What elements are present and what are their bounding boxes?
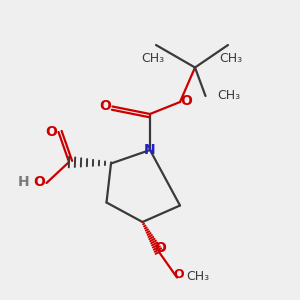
Text: O: O [181, 94, 193, 108]
Text: CH₃: CH₃ [219, 52, 243, 65]
Text: CH₃: CH₃ [218, 89, 241, 102]
Text: CH₃: CH₃ [186, 269, 209, 283]
Text: H: H [18, 175, 30, 189]
Text: O: O [154, 241, 166, 254]
Text: O: O [33, 175, 45, 189]
Text: O: O [45, 125, 57, 139]
Text: O: O [173, 268, 184, 281]
Text: N: N [144, 143, 156, 157]
Text: CH₃: CH₃ [141, 52, 165, 65]
Text: O: O [99, 100, 111, 113]
